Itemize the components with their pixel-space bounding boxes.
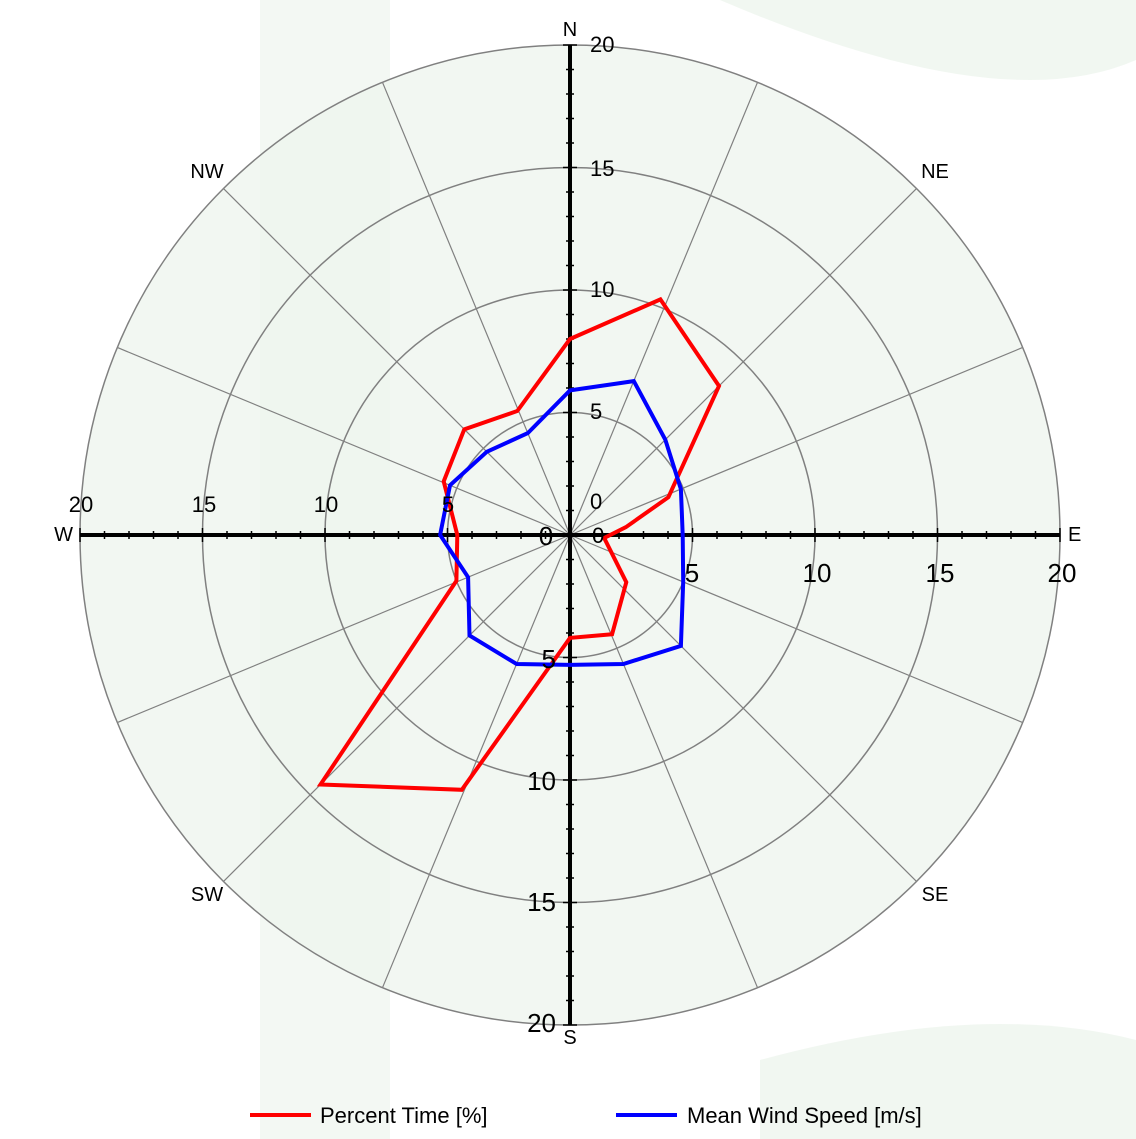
grid-spoke <box>569 188 917 536</box>
legend-label-mean-wind-speed: Mean Wind Speed [m/s] <box>687 1103 922 1128</box>
tick-label-west-20: 20 <box>69 492 93 517</box>
direction-label-e: E <box>1068 524 1081 546</box>
grid-spoke <box>569 534 917 882</box>
grid-spoke <box>117 346 571 536</box>
series-line-percent-time <box>316 296 722 792</box>
tick-label-north-5: 5 <box>590 399 602 424</box>
tick-label-south-10: 10 <box>527 766 556 796</box>
tick-label-south-15: 15 <box>527 887 556 917</box>
series-line-mean-wind-speed <box>437 378 686 667</box>
grid-spoke <box>117 534 571 724</box>
direction-label-sw: SW <box>191 884 223 906</box>
direction-label-w: W <box>54 524 73 546</box>
grid-spoke <box>381 82 571 536</box>
grid-spoke <box>223 188 571 536</box>
tick-label-west-5: 5 <box>442 492 454 517</box>
tick-label-east-15: 15 <box>926 558 955 588</box>
tick-label-north-0: 0 <box>590 489 602 514</box>
watermark-wave <box>760 1024 1136 1139</box>
axes <box>79 44 1061 1026</box>
tick-label-east-20: 20 <box>1048 558 1077 588</box>
series-lines <box>316 296 722 792</box>
tick-label-east-10: 10 <box>803 558 832 588</box>
legend: Percent Time [%] Mean Wind Speed [m/s] <box>250 1103 922 1128</box>
grid-spoke <box>569 346 1023 536</box>
direction-label-ne: NE <box>921 161 949 183</box>
grid-spoke <box>569 82 759 536</box>
watermark-band <box>260 0 390 1139</box>
tick-label-west-10: 10 <box>314 492 338 517</box>
tick-label-east-5: 5 <box>685 558 699 588</box>
watermark-wave <box>720 0 1136 80</box>
tick-label-south-5: 5 <box>542 644 556 674</box>
tick-label-south-20: 20 <box>527 1008 556 1038</box>
direction-label-se: SE <box>922 884 949 906</box>
direction-label-s: S <box>563 1027 576 1049</box>
grid-spoke <box>223 534 571 882</box>
tick-label-north-15: 15 <box>590 156 614 181</box>
tick-label-north-10: 10 <box>590 277 614 302</box>
tick-label-west-15: 15 <box>192 492 216 517</box>
tick-label-west-0: 0 <box>539 521 553 551</box>
grid-spoke <box>381 534 571 988</box>
tick-label-north-20: 20 <box>590 32 614 57</box>
direction-label-n: N <box>563 19 577 41</box>
direction-label-nw: NW <box>190 161 223 183</box>
grid-spoke <box>569 534 759 988</box>
tick-label-east-0: 0 <box>592 523 604 548</box>
grid-spoke <box>569 534 1023 724</box>
legend-label-percent-time: Percent Time [%] <box>320 1103 488 1128</box>
